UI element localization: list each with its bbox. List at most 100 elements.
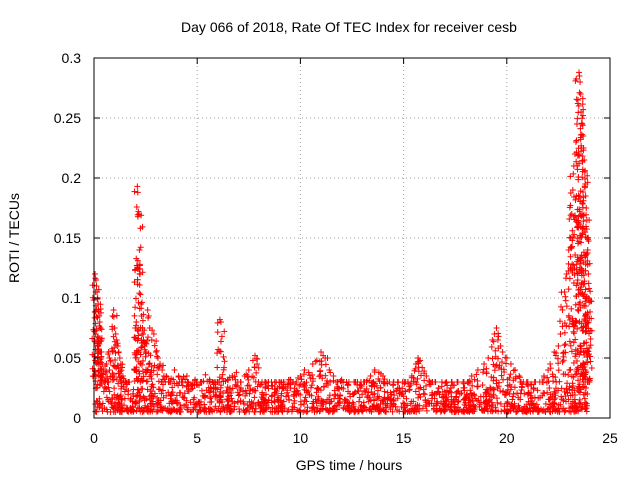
data-point (481, 407, 488, 414)
data-point (379, 405, 386, 412)
data-point (133, 393, 140, 400)
data-point (563, 303, 570, 310)
data-point (157, 404, 164, 411)
data-point (253, 369, 260, 376)
data-point (110, 313, 117, 320)
data-point (111, 363, 118, 370)
data-point (370, 378, 377, 385)
data-point (580, 249, 587, 256)
data-point (320, 401, 327, 408)
data-point (580, 361, 587, 367)
data-point (510, 391, 517, 398)
data-point (333, 406, 340, 413)
data-point (333, 379, 340, 385)
data-point (154, 355, 161, 361)
data-point (567, 190, 574, 197)
data-point (389, 408, 396, 415)
data-point (141, 404, 148, 411)
grid (94, 58, 610, 418)
data-point (109, 373, 116, 380)
data-point (580, 223, 587, 230)
data-point (403, 395, 410, 402)
data-point (563, 271, 570, 277)
data-point (125, 387, 132, 394)
data-point (106, 388, 113, 395)
data-point (340, 385, 347, 392)
data-point (490, 407, 497, 414)
data-point (257, 404, 264, 411)
data-point (313, 357, 320, 364)
data-point (368, 383, 375, 390)
x-tick-label: 15 (396, 430, 412, 446)
data-point (307, 375, 314, 382)
data-point (586, 285, 593, 292)
data-point (406, 386, 413, 393)
data-point (155, 364, 162, 371)
data-point (96, 402, 103, 409)
data-point (147, 388, 154, 395)
data-point (131, 312, 138, 319)
data-point (433, 390, 440, 397)
data-point (118, 367, 125, 374)
data-point (242, 407, 249, 414)
data-point (307, 384, 314, 391)
data-point (337, 392, 344, 399)
data-point (303, 389, 310, 396)
data-point (133, 255, 140, 262)
data-point (251, 352, 258, 359)
data-point (480, 407, 487, 414)
data-point (555, 367, 562, 374)
data-point (571, 402, 578, 409)
data-point (241, 400, 248, 407)
data-point (513, 408, 520, 415)
data-point (394, 395, 401, 402)
data-point (105, 378, 112, 385)
data-point (572, 350, 579, 357)
data-point (145, 314, 152, 321)
data-point (406, 408, 413, 415)
data-point (451, 382, 458, 389)
data-point (408, 374, 415, 381)
data-point (207, 395, 214, 402)
data-point (362, 388, 369, 395)
data-point (150, 331, 157, 337)
data-point (492, 404, 499, 411)
data-point (140, 330, 147, 337)
data-point (97, 365, 104, 372)
data-point (569, 315, 576, 322)
data-point (131, 349, 138, 356)
data-point (212, 393, 219, 400)
data-point (436, 391, 443, 398)
data-point (374, 387, 381, 394)
data-point (115, 365, 122, 372)
data-point (139, 325, 146, 331)
data-point (243, 371, 250, 378)
data-point (94, 337, 101, 343)
data-point (577, 255, 584, 262)
data-point (503, 355, 510, 361)
data-point (144, 334, 151, 341)
data-point (493, 361, 500, 368)
data-point (581, 280, 588, 287)
data-point (345, 402, 352, 409)
data-point (469, 397, 476, 404)
data-point (386, 395, 393, 402)
data-point (304, 408, 311, 415)
data-point (410, 398, 417, 405)
data-point (582, 193, 589, 199)
data-point (101, 405, 108, 412)
data-point (557, 401, 564, 408)
data-point (220, 353, 227, 360)
data-point (562, 371, 569, 378)
data-point (212, 403, 219, 410)
data-point (298, 376, 305, 383)
data-point (255, 399, 262, 406)
data-point (573, 261, 580, 268)
data-point (97, 301, 104, 308)
data-point (131, 188, 138, 195)
data-point (423, 407, 430, 414)
data-point (100, 388, 107, 395)
data-point (582, 399, 589, 406)
data-point (564, 380, 571, 387)
data-point (137, 351, 144, 358)
